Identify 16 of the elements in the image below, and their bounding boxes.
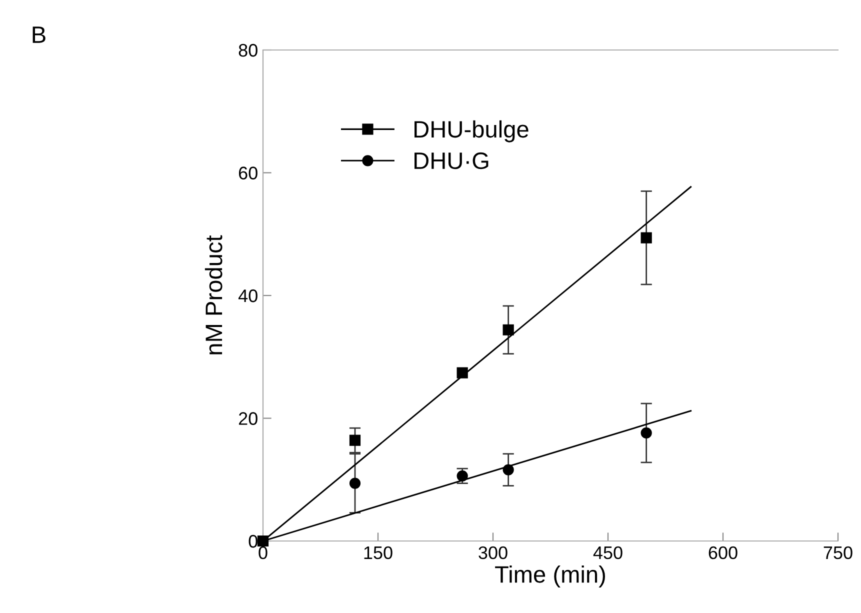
legend-label: DHU-bulge [414,120,528,142]
y-tick-label: 60 [238,166,258,180]
y-axis-title: nM Product [204,235,222,354]
x-tick-label: 0 [258,546,268,560]
x-tick-label: 300 [478,546,508,560]
x-tick-label: 450 [593,546,622,560]
text: B [32,26,46,43]
legend-label: DHU·G [414,152,488,170]
x-axis-title: Time (min) [495,565,605,588]
y-tick-label: 40 [238,289,258,302]
x-tick-label: 750 [824,546,852,560]
y-tick-label: 80 [238,44,258,57]
y-tick-label: 20 [238,412,258,425]
x-tick-label: 150 [364,546,392,560]
x-tick-label: 600 [708,546,738,560]
y-tick-label: 0 [248,534,258,548]
